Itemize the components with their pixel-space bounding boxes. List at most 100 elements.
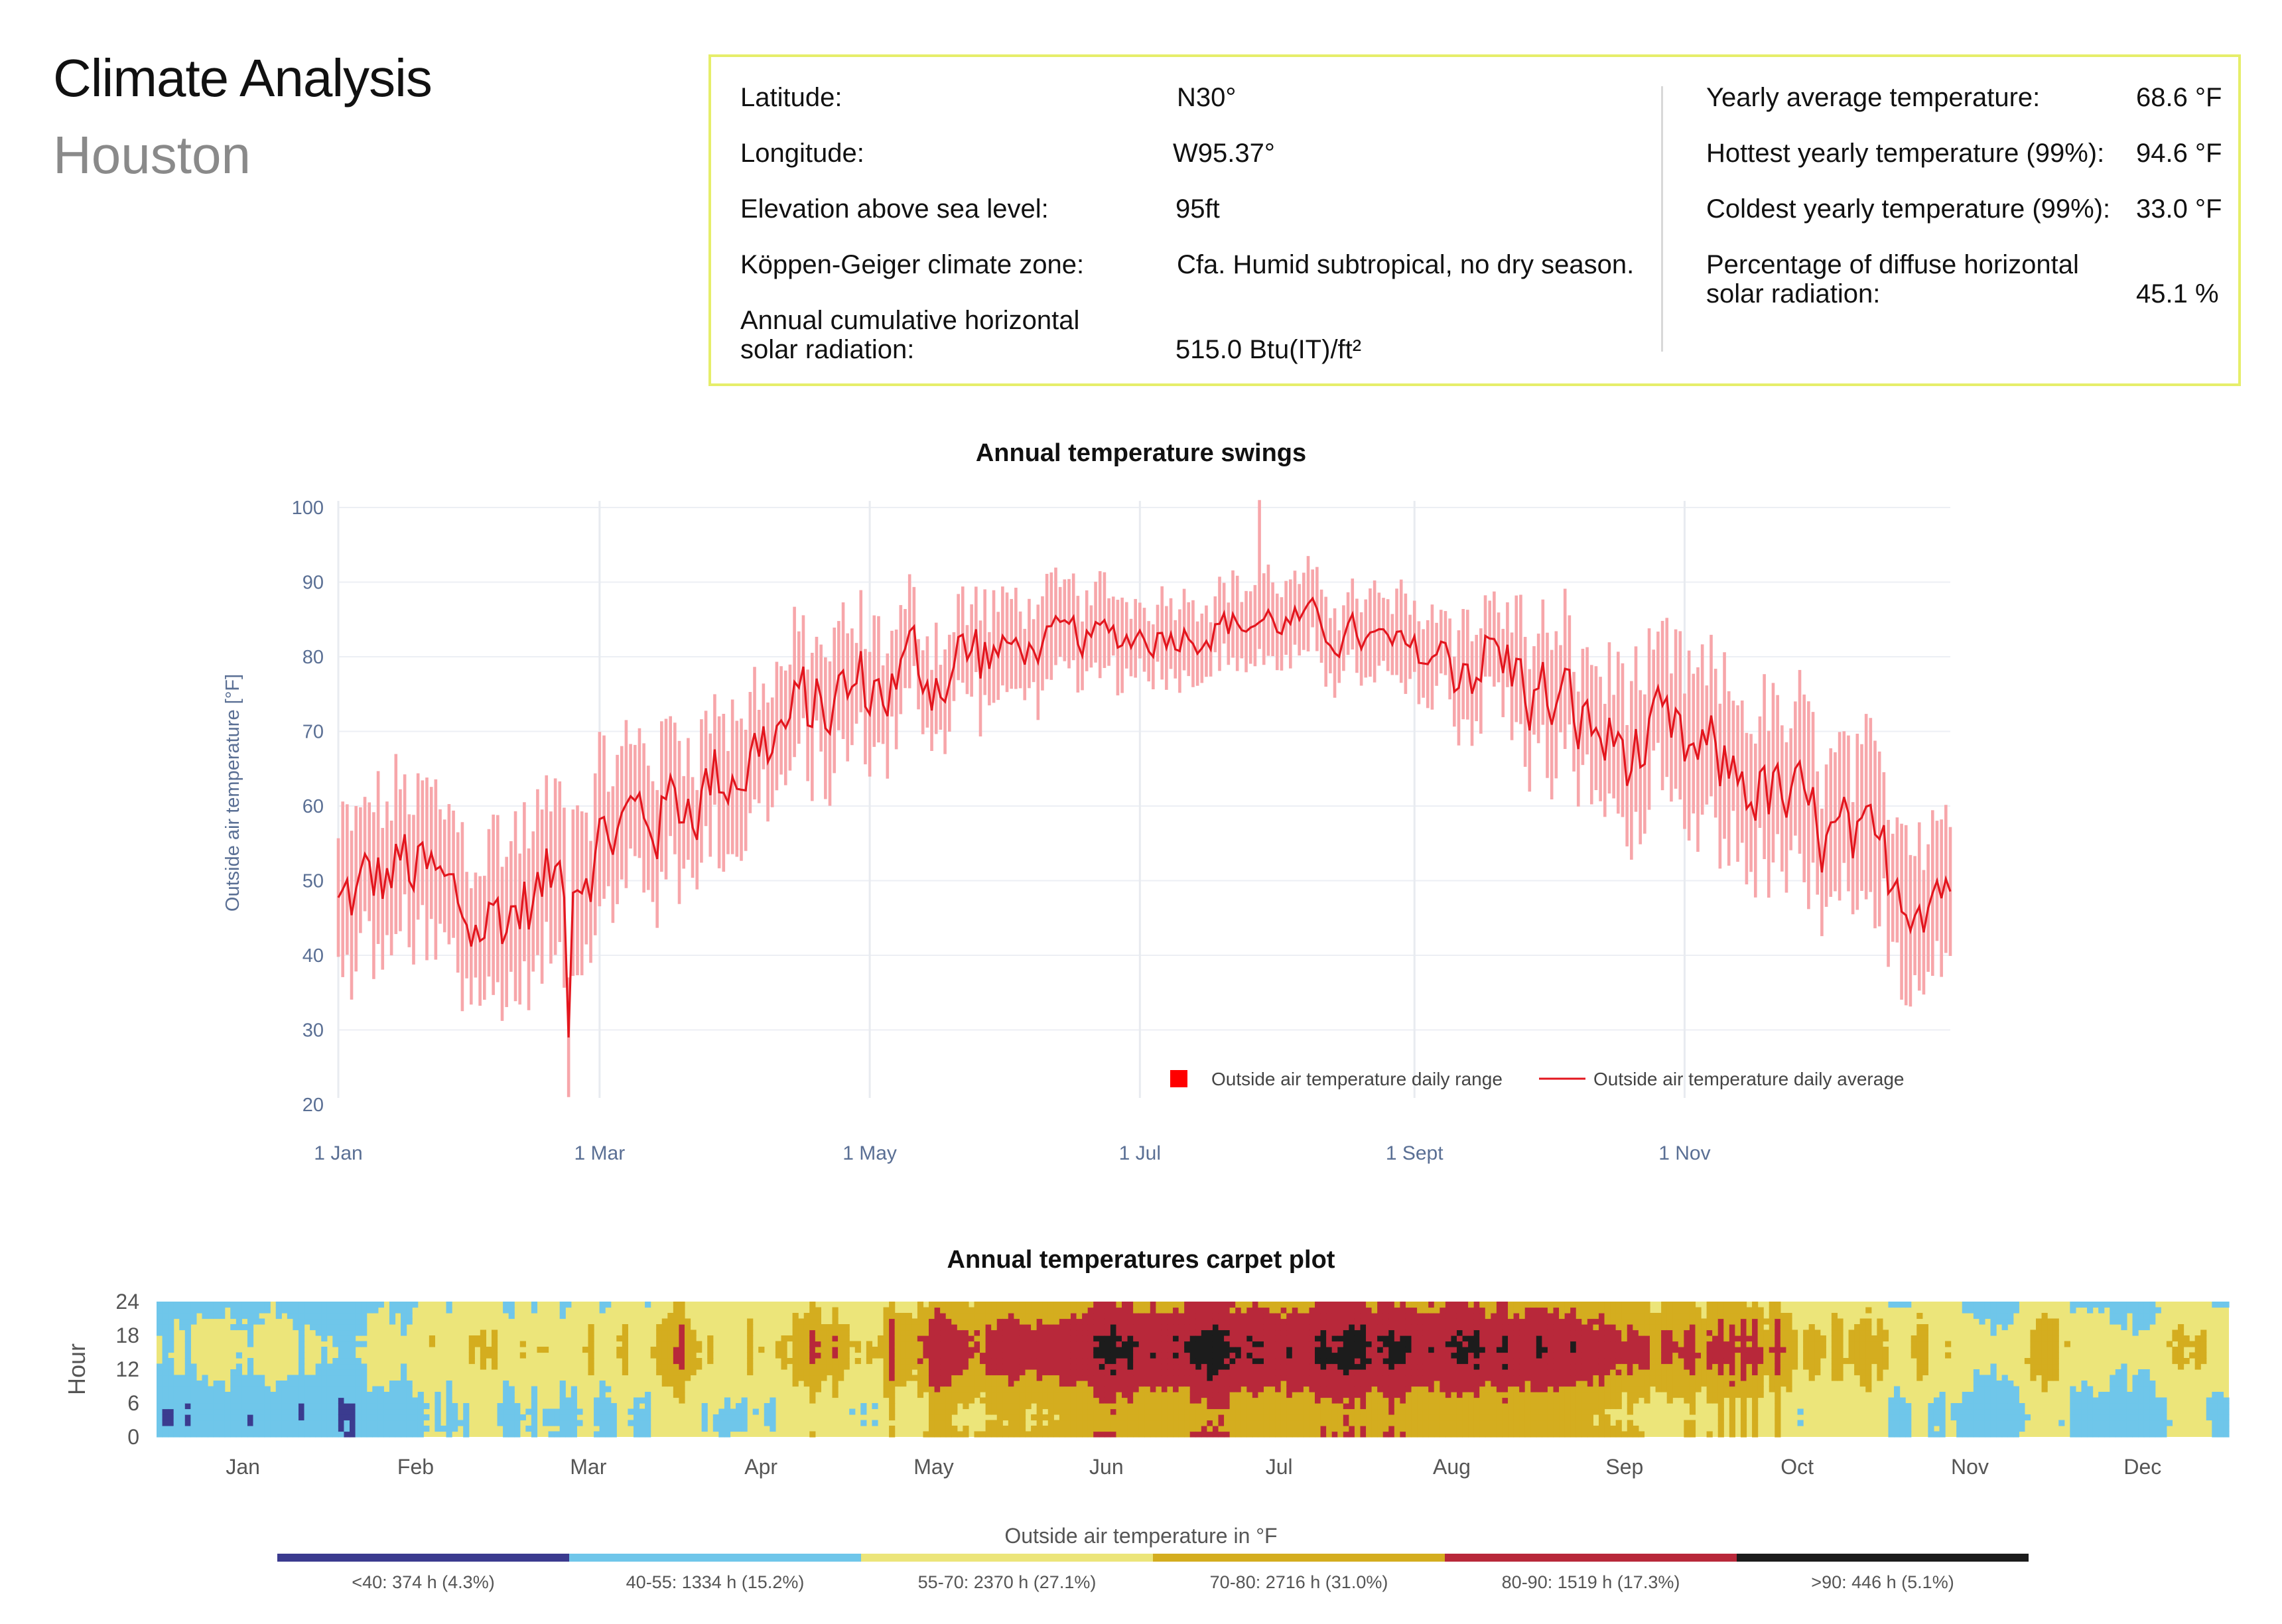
carpet-cell [1627, 1335, 1633, 1342]
carpet-cell [1320, 1381, 1327, 1387]
carpet-cell [1428, 1375, 1435, 1381]
carpet-cell [826, 1363, 833, 1370]
carpet-cell [1036, 1335, 1043, 1342]
carpet-cell [877, 1341, 884, 1347]
x-tick-label: 1 May [842, 1142, 897, 1164]
carpet-cell [1570, 1318, 1577, 1325]
carpet-cell [1655, 1329, 1662, 1336]
carpet-cell [1105, 1414, 1111, 1421]
carpet-cell [1019, 1363, 1026, 1370]
carpet-cell [1218, 1397, 1225, 1404]
carpet-cell [1462, 1347, 1469, 1353]
carpet-cell [1178, 1324, 1185, 1331]
carpet-cell [1360, 1369, 1367, 1376]
carpet-cell [1576, 1363, 1582, 1370]
carpet-cell [338, 1324, 345, 1331]
carpet-cell [525, 1408, 532, 1415]
carpet-cell [559, 1414, 566, 1421]
carpet-cell [1047, 1329, 1054, 1336]
carpet-cell [1553, 1381, 1560, 1387]
carpet-cell [741, 1426, 748, 1432]
carpet-cell [1491, 1420, 1497, 1426]
carpet-cell [1252, 1307, 1259, 1314]
carpet-cell [1229, 1431, 1236, 1438]
carpet-cell [270, 1392, 277, 1398]
carpet-cell [281, 1302, 288, 1308]
carpet-cell [1065, 1403, 1071, 1410]
carpet-cell [235, 1363, 242, 1370]
carpet-cell [1144, 1381, 1151, 1387]
carpet-cell [1508, 1318, 1514, 1325]
carpet-cell [350, 1420, 356, 1426]
carpet-cell [1252, 1318, 1259, 1325]
carpet-cell [241, 1420, 248, 1426]
carpet-cell [401, 1420, 407, 1426]
carpet-cell [1099, 1381, 1105, 1387]
carpet-cell [1610, 1302, 1617, 1308]
carpet-cell [1428, 1431, 1435, 1438]
carpet-cell [1701, 1375, 1708, 1381]
carpet-cell [570, 1392, 577, 1398]
carpet-cell [1082, 1408, 1089, 1415]
carpet-cell [184, 1386, 191, 1392]
carpet-cell [1105, 1302, 1111, 1308]
carpet-cell [945, 1358, 952, 1365]
carpet-cell [1559, 1403, 1566, 1410]
carpet-cell [321, 1358, 328, 1365]
carpet-cell [1087, 1341, 1094, 1347]
carpet-cell [1161, 1329, 1168, 1336]
carpet-cell [1133, 1358, 1140, 1365]
carpet-cell [594, 1397, 600, 1404]
carpet-cell [1082, 1335, 1089, 1342]
carpet-cell [361, 1426, 368, 1432]
carpet-cell [1684, 1313, 1690, 1320]
carpet-cell [1593, 1375, 1599, 1381]
carpet-cell [1110, 1420, 1117, 1426]
carpet-cell [599, 1426, 606, 1432]
carpet-cell [213, 1403, 220, 1410]
carpet-cell [923, 1369, 929, 1376]
carpet-cell [395, 1431, 401, 1438]
carpet-cell [1581, 1397, 1588, 1404]
carpet-cell [957, 1397, 963, 1404]
carpet-cell [963, 1375, 969, 1381]
carpet-cell [1524, 1426, 1531, 1432]
carpet-cell [775, 1347, 782, 1353]
carpet-cell [565, 1403, 572, 1410]
carpet-cell [1530, 1358, 1537, 1365]
carpet-cell [588, 1363, 594, 1370]
carpet-cell [1519, 1313, 1526, 1320]
carpet-cell [1542, 1392, 1548, 1398]
carpet-cell [1502, 1363, 1509, 1370]
carpet-cell [985, 1369, 992, 1376]
carpet-cell [1468, 1352, 1475, 1359]
carpet-cell [707, 1335, 714, 1342]
carpet-cell [1451, 1431, 1457, 1438]
carpet-cell [1349, 1408, 1355, 1415]
carpet-cell [1087, 1386, 1094, 1392]
carpet-cell [821, 1363, 827, 1370]
carpet-cell [1252, 1324, 1259, 1331]
carpet-cell [1008, 1307, 1014, 1314]
carpet-cell [247, 1375, 254, 1381]
carpet-cell [1099, 1318, 1105, 1325]
carpet-cell [1212, 1313, 1219, 1320]
carpet-cell [1530, 1426, 1537, 1432]
carpet-cell [1127, 1386, 1134, 1392]
carpet-cell [1218, 1392, 1225, 1398]
carpet-cell [1065, 1302, 1071, 1308]
carpet-cell [1331, 1408, 1338, 1415]
carpet-cell [1280, 1397, 1287, 1404]
carpet-cell [1354, 1313, 1361, 1320]
carpet-cell [241, 1386, 248, 1392]
carpet-cell [1479, 1302, 1486, 1308]
carpet-cell [1082, 1392, 1089, 1398]
carpet-cell [1138, 1375, 1145, 1381]
carpet-cell [1224, 1329, 1231, 1336]
carpet-cell [1298, 1397, 1304, 1404]
carpet-cell [173, 1414, 180, 1421]
carpet-cell [1422, 1408, 1429, 1415]
carpet-cell [1065, 1381, 1071, 1387]
carpet-cell [1167, 1363, 1174, 1370]
carpet-cell [906, 1318, 912, 1325]
